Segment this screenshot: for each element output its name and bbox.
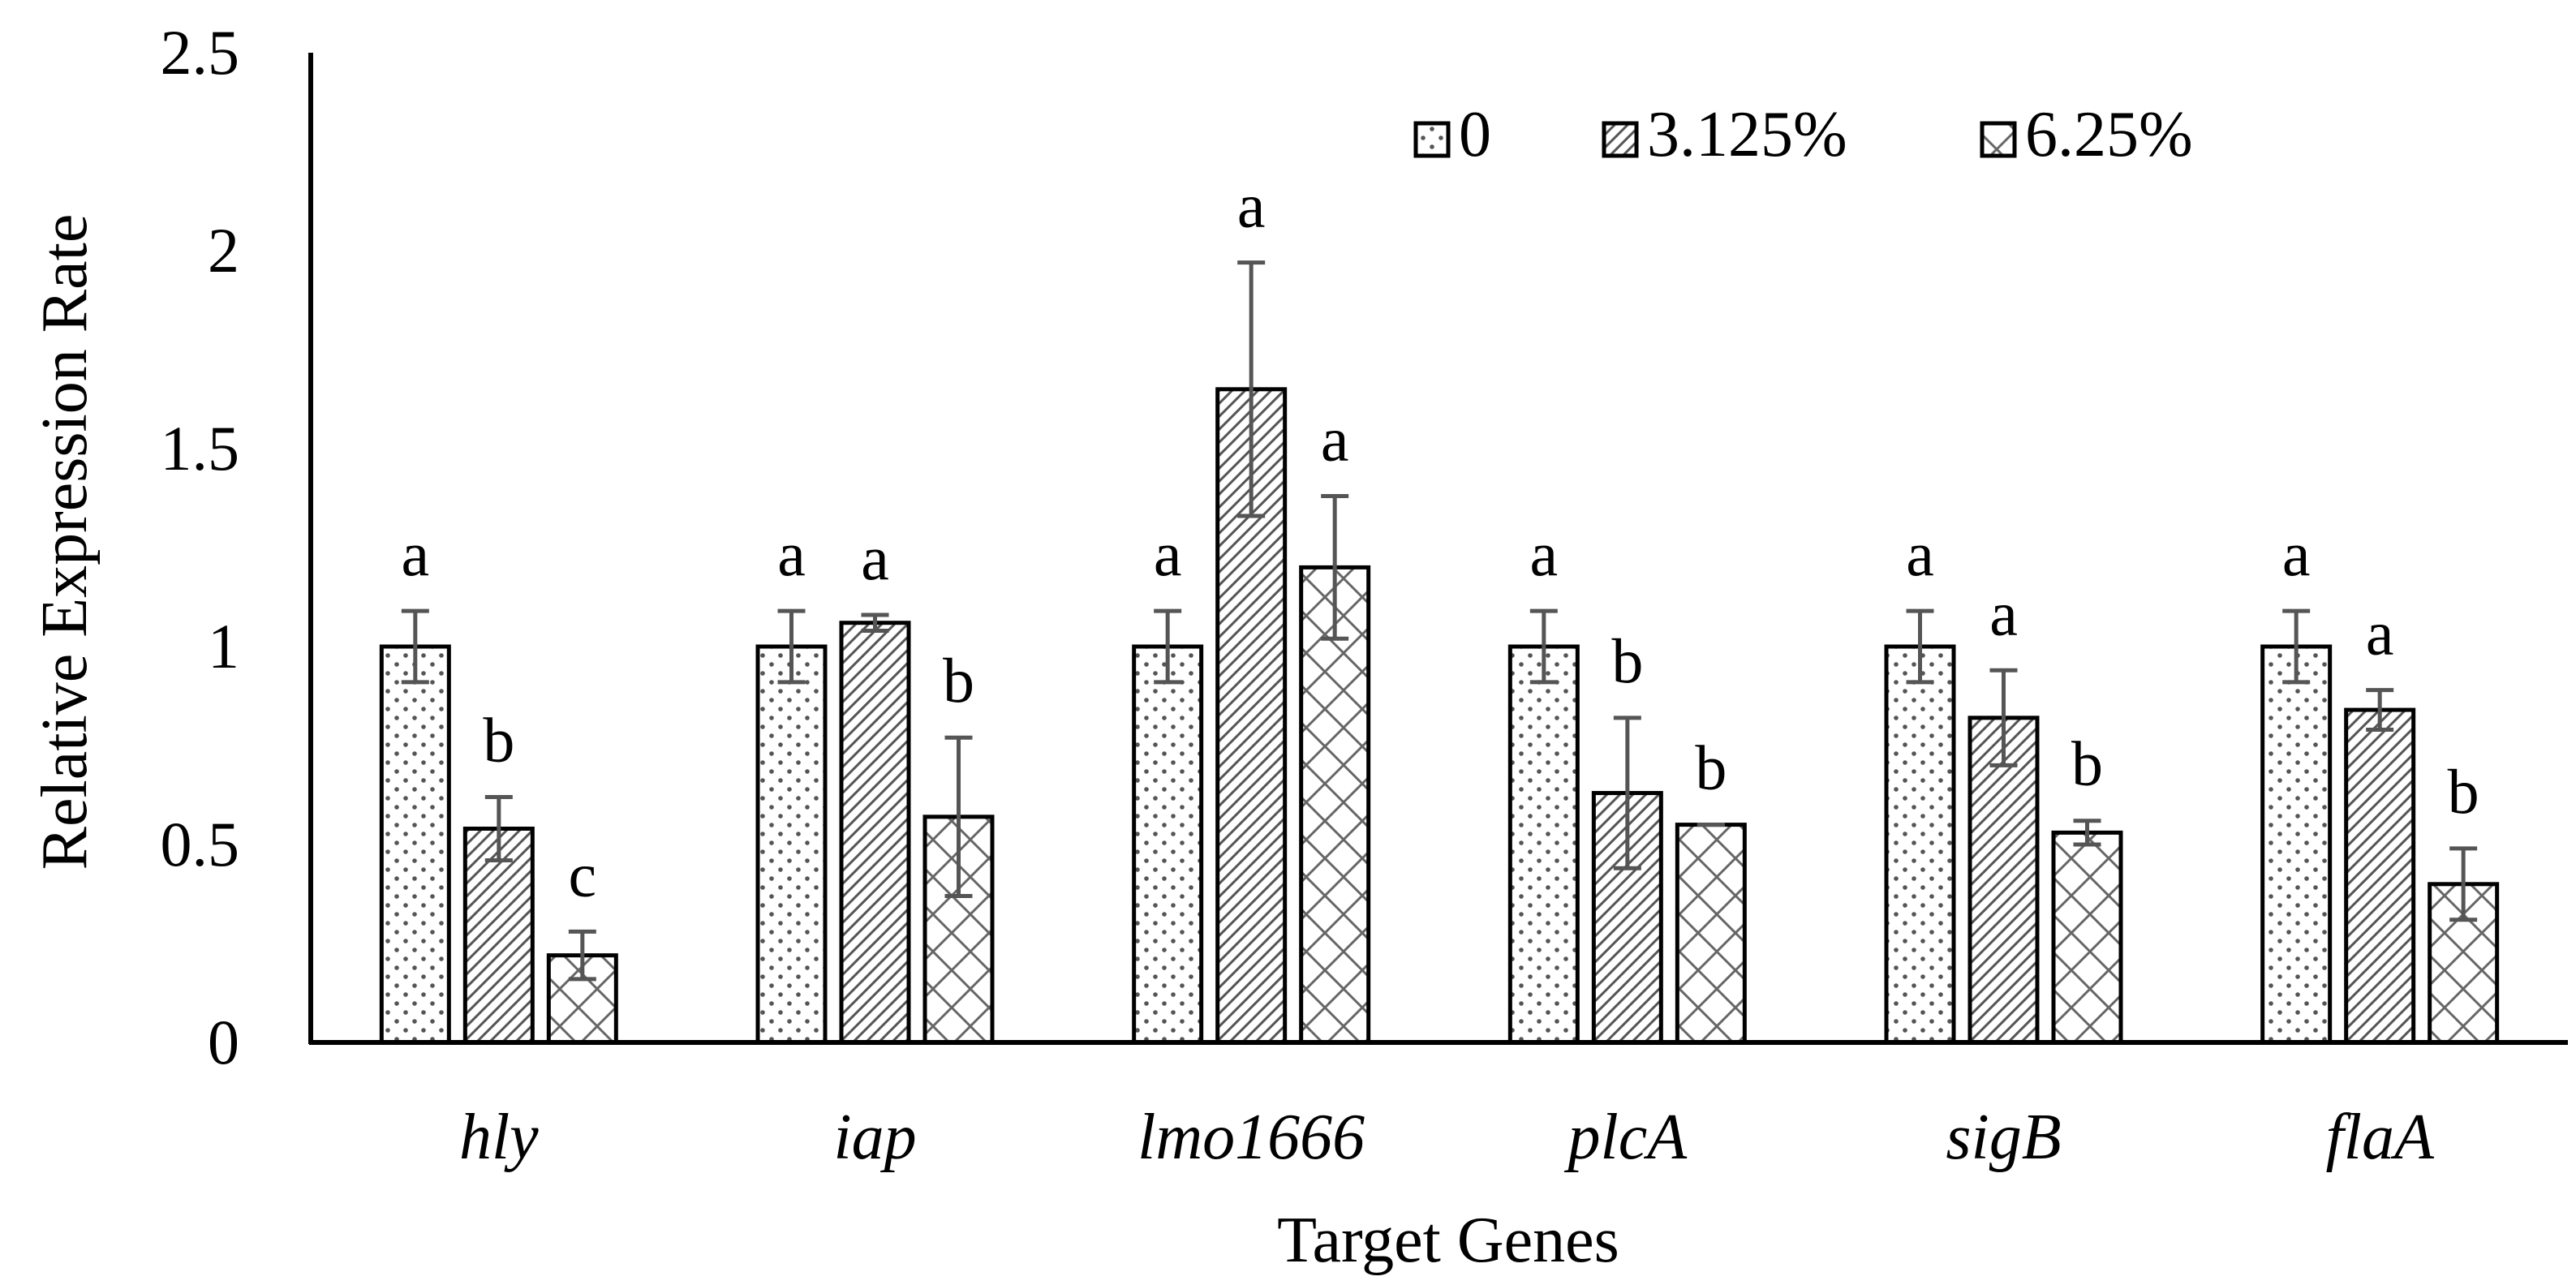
bar	[1675, 823, 1747, 1045]
y-tick-label: 2	[208, 215, 239, 286]
category-label: lmo1666	[1137, 1102, 1365, 1173]
significance-label: a	[402, 518, 430, 589]
bar	[839, 621, 911, 1045]
bar	[379, 644, 451, 1045]
error-bars	[401, 260, 2478, 982]
significance-label: a	[1237, 170, 1266, 241]
category-label: sigB	[1946, 1102, 2061, 1173]
significance-label: b	[1695, 733, 1727, 803]
category-labels: hly iap lmo1666 plcA sigB flaA	[459, 1102, 2435, 1173]
category-label: plcA	[1564, 1102, 1688, 1173]
legend-label: 0	[1459, 99, 1491, 170]
significance-label: b	[2448, 756, 2479, 827]
bar	[755, 644, 828, 1045]
significance-label: a	[861, 522, 889, 593]
bar	[2260, 644, 2333, 1045]
y-tick-label: 0.5	[161, 809, 240, 879]
x-axis-title: Target Genes	[1277, 1205, 1619, 1276]
y-axis-ticks: 0 0.5 1 1.5 2 2.5	[161, 17, 240, 1077]
bar-series	[379, 387, 2500, 1045]
significance-label: a	[2282, 518, 2311, 589]
significance-label: a	[2366, 598, 2394, 668]
significance-label: b	[943, 645, 974, 716]
category-label: flaA	[2326, 1102, 2435, 1173]
category-label: hly	[459, 1102, 539, 1173]
significance-label: b	[1611, 625, 1643, 696]
significance-label: b	[483, 704, 514, 775]
significance-label: a	[1154, 518, 1182, 589]
legend-label: 3.125%	[1647, 99, 1847, 170]
axes	[308, 53, 2568, 1045]
bar	[2344, 707, 2416, 1045]
y-tick-label: 2.5	[161, 17, 240, 88]
category-label: iap	[833, 1102, 916, 1173]
significance-label: a	[1989, 578, 2018, 648]
significance-label: a	[1321, 404, 1349, 475]
legend-swatch	[1980, 121, 2017, 158]
bar	[1215, 387, 1288, 1045]
bar	[1132, 644, 1204, 1045]
legend-swatch	[1413, 121, 1451, 158]
y-tick-label: 1.5	[161, 413, 240, 483]
significance-label: a	[1906, 518, 1934, 589]
bar	[1884, 644, 1956, 1045]
significance-label: a	[1530, 518, 1559, 589]
bar	[2051, 830, 2123, 1045]
significance-label: c	[569, 839, 597, 909]
bar	[1507, 644, 1580, 1045]
y-tick-label: 1	[208, 611, 239, 681]
y-axis-title: Relative Expression Rate	[29, 214, 101, 870]
legend: 0 3.125% 6.25%	[1413, 99, 2193, 170]
legend-swatch	[1602, 121, 1639, 158]
y-tick-label: 0	[208, 1007, 239, 1077]
significance-label: b	[2071, 728, 2103, 799]
significance-label: a	[777, 518, 806, 589]
legend-label: 6.25%	[2025, 99, 2193, 170]
